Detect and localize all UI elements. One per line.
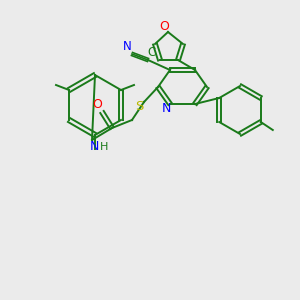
Text: O: O [159,20,169,34]
Text: S: S [135,100,143,112]
Text: O: O [92,98,102,112]
Text: N: N [123,40,131,53]
Text: N: N [161,103,171,116]
Text: H: H [100,142,108,152]
Text: N: N [89,140,99,154]
Text: C: C [147,46,155,59]
